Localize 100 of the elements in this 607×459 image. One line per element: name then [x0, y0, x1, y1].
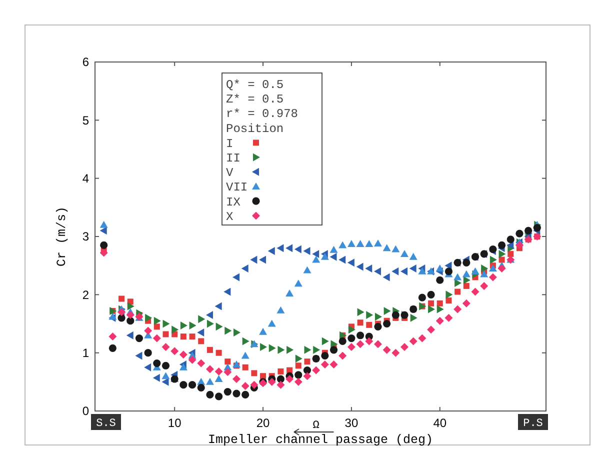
point: [480, 270, 488, 278]
point: [481, 264, 488, 272]
point: [118, 296, 125, 302]
point: [242, 390, 250, 399]
point: [436, 264, 444, 272]
point: [428, 300, 434, 306]
point: [382, 346, 391, 354]
point: [214, 367, 223, 376]
point: [454, 305, 462, 314]
point: [286, 375, 294, 384]
point: [418, 294, 426, 302]
point: [312, 366, 320, 374]
point: [242, 364, 248, 370]
point: [508, 250, 514, 257]
point: [259, 328, 268, 335]
point: [374, 312, 382, 321]
point: [286, 346, 294, 354]
point: [172, 326, 179, 334]
point: [498, 256, 505, 263]
point: [100, 241, 108, 250]
y-tick-label: 6: [82, 55, 90, 70]
point: [427, 290, 435, 298]
point: [374, 239, 382, 246]
point: [294, 378, 302, 386]
point: [294, 371, 302, 379]
point: [206, 378, 214, 385]
point: [304, 358, 310, 365]
point: [382, 244, 391, 252]
point: [154, 316, 161, 325]
point: [506, 241, 514, 250]
point: [232, 390, 240, 398]
point: [444, 268, 453, 276]
point: [330, 252, 337, 261]
point: [100, 248, 108, 257]
point: [153, 360, 161, 368]
point: [462, 270, 470, 278]
point: [330, 346, 338, 354]
point: [304, 346, 312, 354]
point: [515, 241, 524, 250]
point: [498, 264, 506, 272]
point: [126, 317, 134, 325]
point: [135, 352, 142, 360]
point: [365, 337, 374, 346]
point: [357, 308, 364, 316]
point: [241, 264, 248, 272]
point: [233, 328, 240, 336]
point: [295, 362, 302, 369]
point: [179, 363, 188, 370]
point: [216, 322, 223, 331]
point: [286, 290, 294, 297]
point: [348, 326, 356, 334]
point: [294, 280, 302, 287]
point: [144, 363, 152, 372]
legend-label: VII: [226, 180, 248, 195]
point: [347, 258, 354, 267]
point: [320, 360, 329, 368]
point: [170, 347, 179, 356]
point: [356, 340, 364, 348]
point: [188, 356, 196, 364]
text: S.S: [96, 418, 116, 430]
point: [162, 320, 170, 328]
y-tick-label: 4: [82, 172, 90, 186]
x-tick-label: 20: [256, 416, 270, 430]
legend-label: X: [226, 210, 234, 224]
point: [197, 359, 206, 368]
y-tick-label: 0: [82, 404, 90, 418]
point: [356, 332, 364, 340]
point: [206, 365, 214, 374]
point: [216, 350, 222, 356]
point: [384, 306, 391, 315]
point: [224, 288, 231, 296]
point: [320, 252, 329, 260]
point: [436, 300, 443, 306]
point: [278, 368, 284, 374]
point: [312, 250, 320, 258]
point: [400, 250, 409, 257]
point: [206, 311, 213, 320]
point: [498, 250, 506, 258]
point: [215, 392, 223, 400]
point: [206, 390, 214, 399]
point: [312, 256, 320, 263]
point: [189, 334, 196, 340]
point: [374, 322, 382, 330]
point: [152, 374, 160, 382]
point: [154, 324, 160, 330]
point: [303, 372, 312, 380]
point: [348, 334, 356, 342]
point: [463, 276, 470, 284]
point: [490, 256, 497, 264]
point: [392, 267, 399, 276]
point: [180, 381, 188, 389]
point: [410, 314, 418, 322]
point: [268, 344, 276, 352]
point: [232, 273, 240, 282]
point: [188, 381, 196, 389]
x-tick-label: 30: [344, 416, 358, 430]
point: [135, 334, 144, 342]
annotation: Z* = 0.5: [226, 92, 284, 107]
point: [409, 337, 418, 346]
point: [330, 360, 338, 368]
